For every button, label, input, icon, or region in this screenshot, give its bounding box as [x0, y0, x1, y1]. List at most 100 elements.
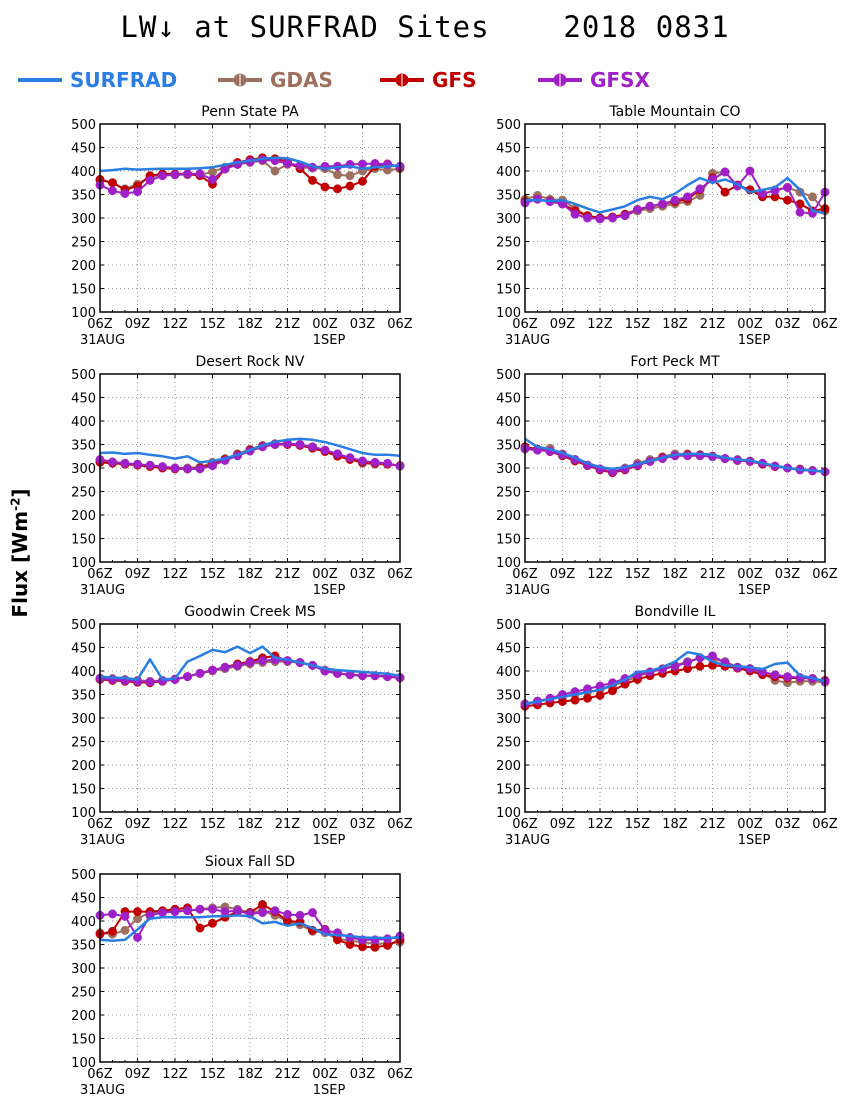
series-point-gfsx: [320, 445, 330, 455]
x-tick-label: 03Z: [350, 817, 376, 832]
x-tick-label: 00Z: [737, 817, 763, 832]
x-tick-label: 12Z: [587, 317, 613, 332]
date-label-next: 1SEP: [738, 833, 771, 848]
y-tick-label: 400: [496, 665, 521, 680]
y-tick-label: 200: [71, 1009, 96, 1024]
series-point-gfsx: [295, 440, 305, 449]
x-tick-label: 21Z: [275, 817, 301, 832]
plot-frame: [524, 373, 826, 563]
x-tick-label: 18Z: [237, 567, 263, 582]
panel-fort-peck-mt: Fort Peck MT 100 150 200 250 300 350 400 450 500 0…: [496, 354, 838, 598]
y-tick-label: 300: [496, 462, 521, 477]
plot-frame: [99, 873, 401, 1063]
series-point-gfs: [108, 178, 117, 188]
series-point-gfsx: [108, 909, 117, 919]
x-tick-label: 03Z: [350, 317, 376, 332]
x-tick-label: 15Z: [625, 317, 651, 332]
series-point-gfsx: [183, 906, 192, 916]
y-tick-label: 100: [496, 806, 521, 821]
y-tick-label: 200: [496, 759, 521, 774]
x-tick-label: 06Z: [512, 567, 538, 582]
series-point-gfsx: [208, 461, 217, 471]
x-tick-label: 09Z: [125, 1067, 151, 1082]
x-tick-label: 06Z: [387, 817, 413, 832]
panel-title: Desert Rock NV: [196, 354, 305, 370]
series-point-gfsx: [170, 463, 180, 473]
x-tick-label: 15Z: [625, 817, 651, 832]
series-point-gfsx: [670, 195, 680, 205]
y-tick-label: 150: [71, 783, 96, 798]
y-tick-label: 250: [71, 236, 96, 251]
y-tick-label: 250: [496, 736, 521, 751]
series-line-surfrad: [524, 437, 826, 474]
series-line-surfrad: [99, 156, 401, 173]
y-tick-label: 200: [71, 759, 96, 774]
legend: SURFRAD GDAS GFS GFSX: [18, 68, 650, 92]
y-tick-label: 450: [496, 392, 521, 407]
series-point-gfs: [133, 907, 142, 917]
series-point-gfsx: [170, 907, 180, 917]
x-tick-label: 18Z: [237, 1067, 263, 1082]
plot-frame: [99, 123, 401, 313]
series-point-gfsx: [633, 205, 642, 214]
x-tick-label: 09Z: [125, 817, 151, 832]
series-point-gfs: [370, 942, 380, 952]
series-point-gfs: [595, 690, 605, 700]
series-point-gfsx: [695, 184, 705, 194]
y-tick-label: 350: [71, 939, 96, 954]
y-tick-label: 100: [71, 306, 96, 321]
series-point-gfsx: [183, 464, 192, 474]
series-point-gfs: [308, 175, 317, 185]
x-tick-label: 00Z: [737, 567, 763, 582]
series-point-gfsx: [133, 459, 142, 469]
date-label-next: 1SEP: [313, 583, 346, 598]
series-point-gfsx: [208, 904, 217, 914]
series-point-gfsx: [683, 658, 692, 667]
x-tick-label: 06Z: [812, 567, 838, 582]
legend-item-gdas: GDAS: [218, 68, 333, 92]
series-point-gfsx: [770, 670, 780, 680]
series-point-gfsx: [283, 909, 292, 919]
y-tick-label: 450: [71, 142, 96, 157]
series-line-surfrad: [525, 176, 826, 215]
x-tick-label: 18Z: [662, 567, 688, 582]
y-tick-label: 450: [496, 642, 521, 657]
legend-label-gdas: GDAS: [270, 68, 333, 92]
x-tick-label: 06Z: [512, 817, 538, 832]
x-tick-label: 15Z: [200, 567, 226, 582]
series-point-gdas: [120, 925, 130, 935]
y-tick-label: 350: [496, 439, 521, 454]
y-tick-label: 400: [71, 165, 96, 180]
series-point-gfsx: [333, 449, 342, 459]
series-point-gfsx: [708, 651, 717, 661]
series-point-gfsx: [233, 660, 242, 670]
x-tick-label: 21Z: [275, 317, 301, 332]
series-point-gfs: [583, 693, 592, 703]
y-tick-label: 250: [496, 486, 521, 501]
y-tick-label: 400: [496, 165, 521, 180]
x-tick-label: 03Z: [350, 1067, 376, 1082]
series-point-gfsx: [720, 167, 730, 177]
series-point-gdas: [345, 171, 355, 181]
date-label-next: 1SEP: [738, 583, 771, 598]
date-label-start: 31AUG: [505, 333, 550, 348]
series-point-gfs: [333, 184, 342, 194]
x-tick-label: 12Z: [162, 567, 188, 582]
y-tick-label: 400: [71, 665, 96, 680]
y-tick-label: 200: [71, 509, 96, 524]
series-point-gfs: [358, 176, 367, 186]
series-point-gfsx: [358, 456, 367, 466]
x-tick-label: 21Z: [700, 817, 726, 832]
y-tick-label: 300: [71, 462, 96, 477]
series-point-gfsx: [183, 672, 192, 682]
x-tick-label: 06Z: [387, 1067, 413, 1082]
series-point-gfsx: [208, 175, 217, 184]
x-tick-label: 21Z: [275, 567, 301, 582]
series-point-gfsx: [233, 906, 242, 916]
series-point-gfsx: [258, 908, 267, 917]
series-point-gfsx: [583, 213, 592, 223]
series-point-gfs: [208, 918, 217, 928]
legend-item-surfrad: SURFRAD: [18, 68, 177, 92]
x-tick-label: 15Z: [200, 1067, 226, 1082]
panel-title: Table Mountain CO: [608, 104, 740, 120]
